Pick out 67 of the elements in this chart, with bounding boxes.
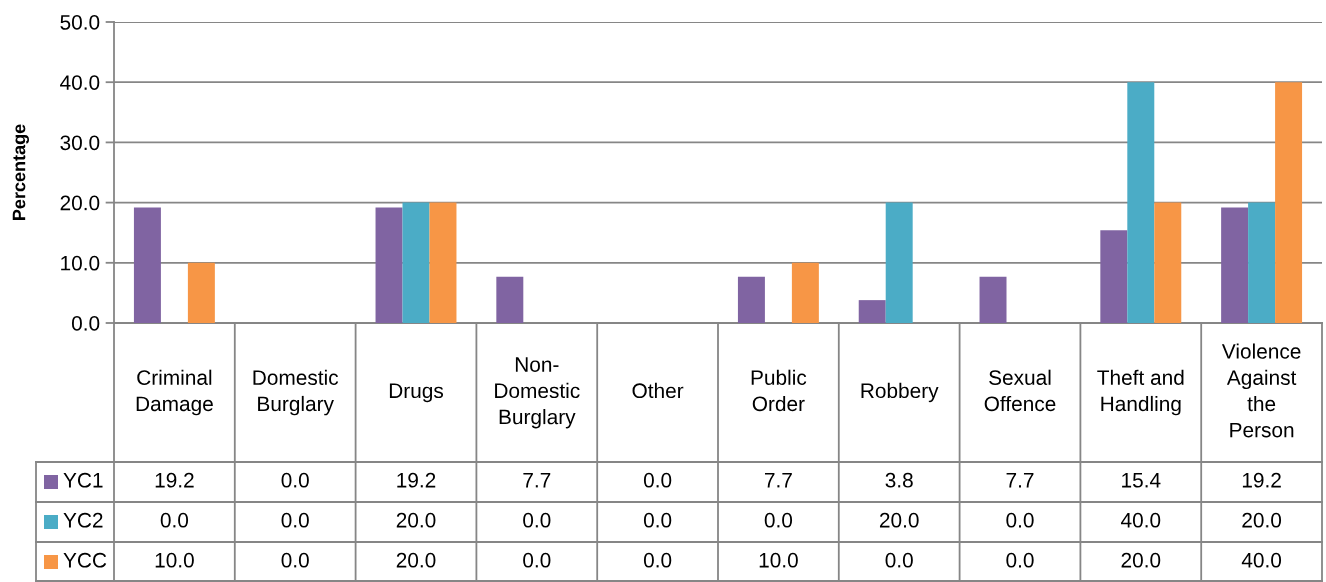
bar (133, 207, 161, 323)
data-label: 10.0 (155, 552, 194, 568)
data-label: 19.2 (155, 472, 194, 488)
data-label: 40.0 (1241, 552, 1282, 568)
data-label: 19.2 (397, 472, 436, 488)
bar (496, 276, 524, 323)
data-label: 0.0 (643, 552, 672, 568)
y-tick-label: 30.0 (60, 135, 100, 151)
data-label: 19.2 (1242, 472, 1281, 488)
bar (402, 202, 430, 323)
data-label: 10.0 (759, 552, 798, 568)
bar (979, 276, 1007, 323)
data-label: 0.0 (885, 552, 913, 568)
y-tick-label: 10.0 (61, 255, 100, 271)
bar (1248, 202, 1276, 323)
data-label: 40.0 (1121, 512, 1161, 528)
bar (1275, 82, 1303, 323)
legend-label: YC1 (63, 472, 103, 488)
bar (375, 207, 403, 323)
bar (1154, 202, 1182, 323)
bar (1100, 230, 1128, 323)
data-label: 0.0 (281, 472, 309, 488)
bar (1127, 82, 1155, 323)
data-label: 7.7 (523, 473, 551, 488)
data-label: 7.7 (1006, 473, 1034, 488)
data-label: 0.0 (281, 552, 309, 568)
x-tick-label: Criminal Damage (136, 369, 213, 416)
data-label: 15.4 (1122, 473, 1161, 488)
bar (737, 276, 765, 323)
data-label: 0.0 (523, 552, 551, 568)
y-tick-label: 40.0 (60, 75, 100, 90)
data-label: 20.0 (396, 552, 436, 568)
x-tick-label: Robbery (861, 382, 939, 403)
x-tick-label: Other (632, 382, 684, 399)
x-tick-label: Non- Domestic Burglary (495, 357, 580, 429)
x-tick-label: Drugs (389, 383, 444, 403)
data-label: 20.0 (879, 512, 919, 528)
data-label: 0.0 (1006, 552, 1034, 568)
data-label: 7.7 (764, 473, 792, 488)
data-label: 0.0 (764, 512, 793, 528)
y-axis-title: Percentage (12, 124, 29, 220)
y-tick-label: 50.0 (60, 15, 100, 30)
x-tick-label: Sexual Offence (984, 369, 1056, 412)
legend-label: YCC (63, 552, 107, 568)
bar (429, 202, 457, 323)
data-label: 0.0 (523, 512, 551, 528)
data-label: 20.0 (1121, 552, 1161, 568)
x-tick-label: Public Order (751, 369, 807, 412)
y-tick-label: 0.0 (71, 316, 100, 331)
data-label: 0.0 (281, 512, 309, 528)
data-label: 0.0 (643, 472, 672, 488)
x-tick-label: Theft and Handling (1097, 369, 1184, 416)
bar (187, 262, 215, 323)
data-label: 3.8 (885, 472, 913, 488)
bar (791, 262, 819, 323)
bar (1221, 207, 1249, 323)
bar (885, 202, 913, 323)
data-label: 0.0 (643, 512, 672, 528)
data-label: 20.0 (396, 512, 436, 528)
data-label: 20.0 (1242, 512, 1282, 528)
y-tick-label: 20.0 (60, 195, 100, 211)
x-tick-label: Violence Against the Person (1221, 343, 1301, 438)
data-label: 0.0 (160, 512, 189, 528)
x-tick-label: Domestic Burglary (253, 369, 339, 416)
data-label: 0.0 (1006, 512, 1034, 528)
bar (858, 300, 886, 323)
legend-label: YC2 (63, 512, 103, 528)
